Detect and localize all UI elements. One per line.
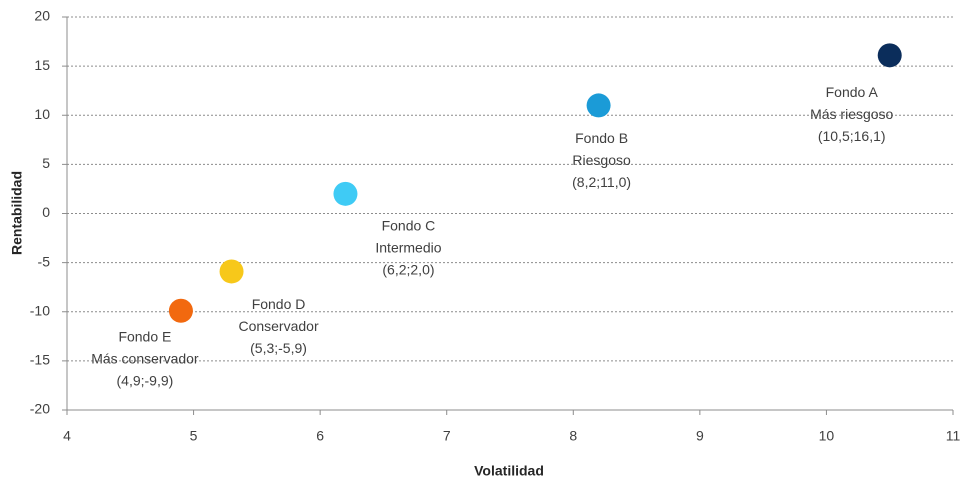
y-tick-label: 10 [34, 106, 50, 122]
y-tick-label: 20 [34, 8, 50, 24]
y-tick-label: -5 [38, 253, 51, 269]
point-label: (10,5;16,1) [818, 128, 886, 144]
point-label: Fondo D [252, 296, 306, 312]
point-label: Más riesgoso [810, 106, 893, 122]
x-tick-label: 8 [569, 428, 577, 444]
point-label: Fondo B [575, 130, 628, 146]
x-tick-label: 11 [946, 428, 961, 444]
x-tick-label: 5 [190, 428, 198, 444]
y-tick-label: -20 [30, 401, 50, 417]
x-tick-label: 7 [443, 428, 451, 444]
point-label: Conservador [238, 318, 318, 334]
y-tick-label: -15 [30, 352, 50, 368]
point [333, 181, 358, 206]
point-label: (6,2;2,0) [382, 262, 434, 278]
y-axis-title: Rentabilidad [9, 171, 25, 255]
y-tick-label: 5 [42, 155, 50, 171]
point [168, 298, 193, 323]
point [877, 43, 902, 68]
point-label: (8,2;11,0) [572, 174, 631, 190]
point [219, 259, 244, 284]
point-label: Fondo E [118, 328, 171, 344]
point-label: Fondo A [826, 84, 879, 100]
x-tick-label: 9 [696, 428, 704, 444]
point-label: (5,3;-5,9) [250, 340, 307, 356]
point-label: Intermedio [375, 240, 441, 256]
x-tick-label: 4 [63, 428, 71, 444]
x-tick-label: 6 [316, 428, 324, 444]
point-label: (4,9;-9,9) [117, 372, 174, 388]
y-tick-label: 15 [34, 57, 50, 73]
point [586, 93, 611, 118]
point-label: Fondo C [382, 218, 436, 234]
point-label: Más conservador [91, 350, 199, 366]
y-tick-label: -10 [30, 302, 50, 318]
y-tick-label: 0 [42, 204, 50, 220]
point-label: Riesgoso [572, 152, 631, 168]
x-tick-label: 10 [819, 428, 835, 444]
x-axis-title: Volatilidad [474, 463, 544, 479]
